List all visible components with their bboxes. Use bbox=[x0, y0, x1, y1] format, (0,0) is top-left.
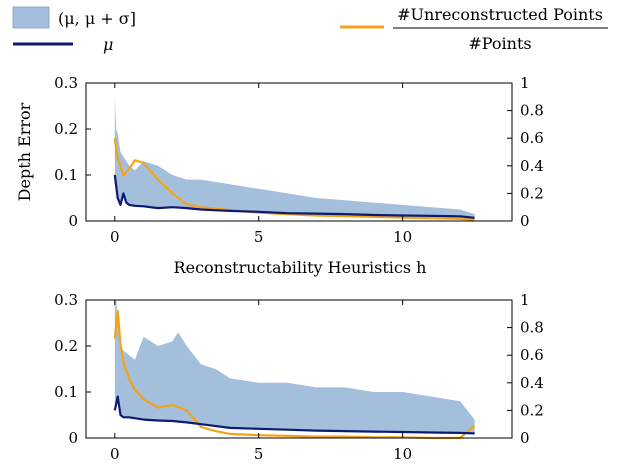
x-axis-label: Reconstructability Heuristics h bbox=[174, 258, 427, 277]
x-tick-label: 0 bbox=[110, 445, 120, 463]
x-tick-label: 5 bbox=[254, 228, 264, 246]
ratio-line bbox=[113, 309, 476, 440]
y2-tick-label: 0.8 bbox=[520, 102, 544, 120]
x-tick-label: 5 bbox=[254, 445, 264, 463]
y2-tick-label: 1 bbox=[520, 74, 530, 92]
y2-tick-label: 0.4 bbox=[520, 157, 544, 175]
y-tick-label: 0.2 bbox=[54, 120, 78, 138]
y2-tick-label: 1 bbox=[520, 291, 530, 309]
y-tick-label: 0.1 bbox=[54, 383, 78, 401]
band-area bbox=[114, 300, 475, 434]
y2-tick-label: 0.6 bbox=[520, 129, 544, 147]
y-axis-label: Depth Error bbox=[15, 102, 34, 201]
chart-panel-top: 0 5 10 0 0.1 0.2 0.3 0 0.2 0.4 0.6 0.8 1 Reconstruct… bbox=[15, 74, 544, 277]
chart-panel-bottom: 0 5 10 0 0.1 0.2 0.3 0 0.2 0.4 0.6 0.8 1 bbox=[54, 291, 544, 463]
y-tick-label: 0 bbox=[68, 212, 78, 230]
y2-tick-label: 0.2 bbox=[520, 401, 544, 419]
x-tick-label: 10 bbox=[393, 445, 412, 463]
mean-line bbox=[113, 174, 475, 219]
y-tick-label: 0.3 bbox=[54, 291, 78, 309]
y-tick-label: 0 bbox=[68, 429, 78, 447]
mean-line bbox=[113, 395, 475, 435]
y-tick-label: 0.1 bbox=[54, 166, 78, 184]
y2-tick-label: 0.8 bbox=[520, 319, 544, 337]
legend-ratio-denominator: #Points bbox=[468, 34, 531, 53]
legend-ratio-numerator: #Unreconstructed Points bbox=[397, 5, 603, 24]
x-tick-label: 0 bbox=[110, 228, 120, 246]
y2-tick-label: 0.6 bbox=[520, 346, 544, 364]
y-tick-label: 0.2 bbox=[54, 337, 78, 355]
y2-tick-label: 0 bbox=[520, 429, 530, 447]
y2-tick-label: 0 bbox=[520, 212, 530, 230]
y2-tick-label: 0.2 bbox=[520, 184, 544, 202]
band-area bbox=[114, 96, 475, 218]
plot-frame bbox=[85, 82, 513, 222]
legend-band-swatch bbox=[12, 6, 50, 29]
legend-band-label: (μ, μ + σ] bbox=[58, 9, 136, 28]
legend-mean-label: μ bbox=[103, 35, 113, 54]
y-tick-label: 0.3 bbox=[54, 74, 78, 92]
legend: (μ, μ + σ] μ #Unreconstructed Points #Po… bbox=[12, 5, 608, 54]
y2-tick-label: 0.4 bbox=[520, 374, 544, 392]
ratio-line bbox=[113, 138, 475, 221]
x-tick-label: 10 bbox=[393, 228, 412, 246]
plot-frame bbox=[85, 299, 513, 439]
